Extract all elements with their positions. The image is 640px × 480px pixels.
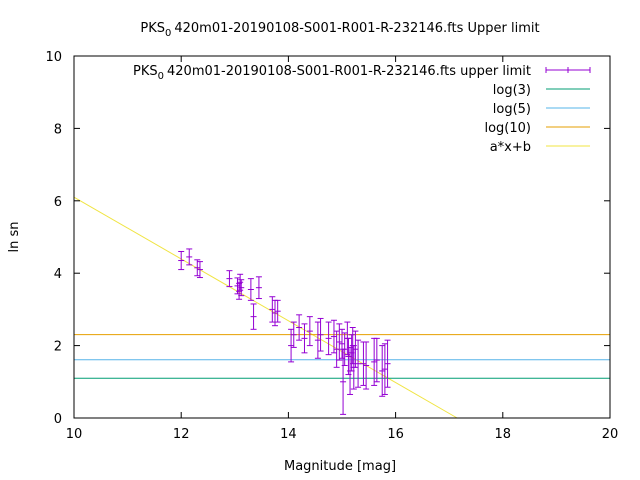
legend-label: log(5) [493,102,531,117]
data-point [178,250,185,271]
data-point [290,321,297,348]
x-tick-label: 10 [66,427,83,442]
data-point [317,317,324,352]
legend-label-part: a*x+b [490,140,531,155]
legend-label: log(10) [484,121,531,136]
title-part-3: 420m01-20190108-S001-R001-R-232146.fts U… [174,21,539,36]
data-series [178,248,391,415]
data-point [339,328,345,359]
data-point [373,337,380,383]
y-axis-label: ln sn [7,222,22,253]
y-tick-label: 4 [54,267,62,282]
data-point [247,278,254,301]
y-tick-label: 10 [45,50,62,65]
data-point [330,319,337,354]
legend: PKS0 420m01-20190108-S001-R001-R-232146.f… [133,64,591,155]
y-tick-label: 0 [54,412,62,427]
data-point [255,276,262,300]
legend-label: log(3) [493,83,531,98]
y-tick-label: 8 [54,122,62,137]
data-point [314,321,321,359]
legend-label-part: log(3) [493,83,531,98]
data-point [194,259,201,277]
legend-swatch [545,67,591,73]
legend-label-part: PKS [133,64,158,79]
data-point [384,339,391,388]
data-point [336,323,343,361]
x-tick-label: 14 [280,427,297,442]
data-point [360,341,367,386]
data-point [333,330,340,368]
data-point [296,314,303,341]
data-point [269,296,276,323]
title-part-1: PKS [140,21,165,36]
data-point [226,270,233,288]
fit-line [73,196,458,419]
chart-title: PKS0 420m01-20190108-S001-R001-R-232146.f… [140,21,539,39]
data-point [196,261,203,279]
data-point [325,321,332,356]
data-point [274,299,281,323]
data-point [186,248,193,266]
x-tick-label: 20 [602,427,619,442]
x-tick-label: 18 [495,427,512,442]
legend-label-part: 0 [158,71,164,82]
data-point [301,323,308,354]
axis-ticks: 10 12 14 16 18 20 0 2 4 6 8 10 [45,50,618,442]
data-point [352,330,359,368]
title-part-2: 0 [165,28,171,39]
legend-label-part: 420m01-20190108-S001-R001-R-232146.fts u… [167,64,531,79]
data-point [306,316,313,347]
legend-label-part: log(10) [484,121,531,136]
legend-label: PKS0 420m01-20190108-S001-R001-R-232146.f… [133,64,531,82]
y-tick-label: 2 [54,340,62,355]
plot-frame [73,55,611,419]
legend-label: a*x+b [490,140,531,155]
data-point [363,341,370,390]
x-tick-label: 12 [173,427,190,442]
y-tick-label: 6 [54,195,62,210]
data-point [381,343,388,395]
legend-label-part: log(5) [493,102,531,117]
x-tick-label: 16 [387,427,404,442]
data-point [355,339,362,388]
data-point [250,303,257,330]
data-point [238,279,245,297]
x-axis-label: Magnitude [mag] [284,459,396,474]
data-point [379,345,386,397]
reference-lines [73,196,610,419]
